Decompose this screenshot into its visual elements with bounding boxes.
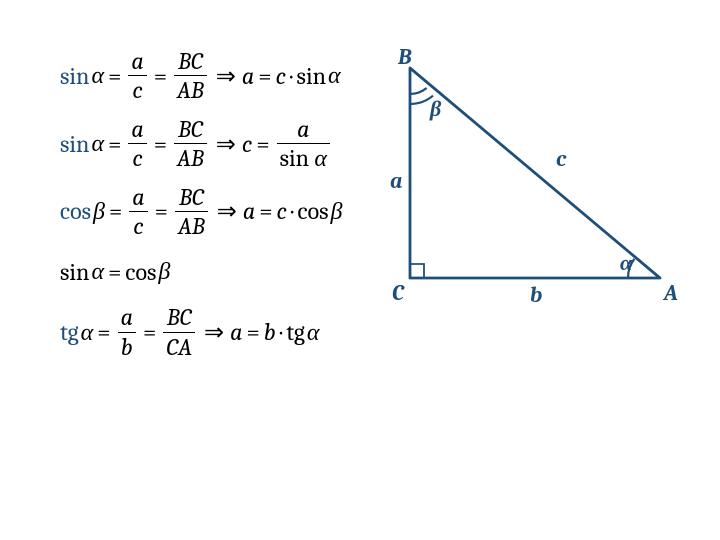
implies-icon: ⇒ [216,62,236,90]
equals-sign: = [258,62,271,90]
fn: sin [60,130,89,158]
svg-text:α: α [620,250,633,276]
equations-panel: sin α = a c = BC AB ⇒ a = c · sin α sin [60,48,360,372]
triangle-svg: B C Aa b c α β [360,48,690,328]
equals-sign: = [108,62,121,90]
svg-text:b: b [530,282,542,308]
fn: sin [60,62,89,90]
svg-text:a: a [390,168,402,194]
equation-2: sin α = ac = BCAB ⇒ c = a sin α [60,116,360,172]
implies-icon: ⇒ [217,197,237,225]
fraction: BC AB [174,48,207,104]
implies-icon: ⇒ [204,318,224,346]
equation-4: sin α = cos β [60,257,360,286]
equation-1: sin α = a c = BC AB ⇒ a = c · sin α [60,48,360,104]
equation-5: tg α = ab = BCCA ⇒ a = b · tg α [60,304,360,360]
svg-text:C: C [392,280,405,306]
svg-text:B: B [397,48,412,70]
svg-text:A: A [662,280,678,306]
angle: α [91,61,104,90]
fn: sin [297,62,326,90]
fraction: a c [128,48,146,104]
fraction: BCAB [174,116,207,172]
implies-icon: ⇒ [216,130,236,158]
svg-text:c: c [556,146,567,172]
equation-3: cos β = ac = BCAB ⇒ a = c · cos β [60,184,360,240]
equals-sign: = [154,62,167,90]
fraction: a sin α [277,116,330,172]
fn: tg [60,318,79,346]
triangle-diagram: B C Aa b c α β [360,48,690,372]
svg-text:β: β [429,96,442,122]
fraction: ac [128,116,146,172]
fn: cos [60,197,91,225]
